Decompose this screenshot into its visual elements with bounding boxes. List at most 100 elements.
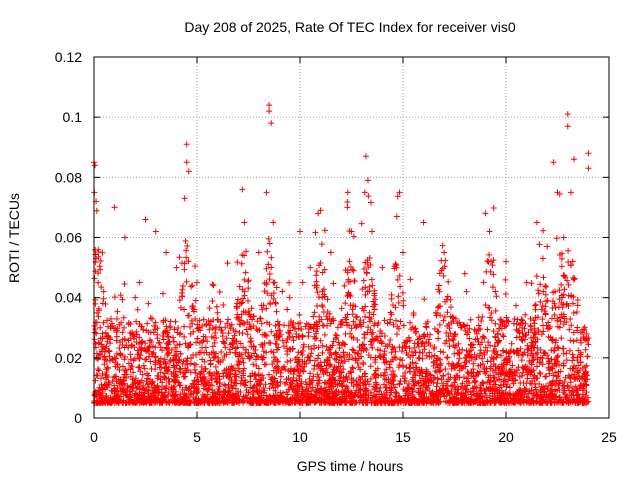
roti-point [308, 350, 315, 357]
roti-point [214, 316, 221, 323]
roti-point [536, 241, 543, 248]
roti-point [357, 392, 364, 399]
roti-point [463, 375, 470, 382]
roti-point [351, 393, 358, 400]
roti-point [456, 374, 463, 381]
roti-point [353, 324, 360, 331]
roti-point [513, 326, 520, 333]
roti-point [289, 380, 296, 387]
roti-point [511, 316, 518, 323]
roti-point [93, 350, 100, 357]
roti-point [451, 395, 458, 402]
roti-point [567, 316, 574, 323]
roti-point [537, 347, 544, 354]
roti-point [350, 335, 357, 342]
roti-point [553, 362, 560, 369]
roti-point [183, 278, 190, 285]
roti-point [373, 381, 380, 388]
roti-point [295, 333, 302, 340]
roti-point [583, 381, 590, 388]
roti-point [260, 354, 267, 361]
roti-point [157, 361, 164, 368]
roti-point [246, 311, 253, 318]
roti-point [390, 371, 397, 378]
roti-point [196, 317, 203, 324]
roti-point [192, 370, 199, 377]
roti-point [489, 262, 496, 269]
roti-point [552, 369, 559, 376]
roti-point [442, 340, 449, 347]
roti-point [216, 324, 223, 331]
roti-point [114, 398, 121, 405]
roti-point [283, 339, 290, 346]
roti-point [388, 291, 395, 298]
roti-point [112, 387, 119, 394]
roti-point [108, 387, 115, 394]
roti-point [383, 366, 390, 373]
roti-point [367, 199, 374, 206]
roti-point [143, 378, 150, 385]
roti-point [397, 378, 404, 385]
roti-point [161, 374, 168, 381]
roti-point [298, 378, 305, 385]
roti-point [488, 317, 495, 324]
roti-point [513, 369, 520, 376]
roti-point [499, 347, 506, 354]
roti-point [318, 389, 325, 396]
roti-point [187, 323, 194, 330]
roti-point [510, 371, 517, 378]
roti-point [193, 339, 200, 346]
roti-point [334, 382, 341, 389]
roti-point [438, 376, 445, 383]
roti-point [545, 319, 552, 326]
roti-point [370, 337, 377, 344]
roti-point [540, 288, 547, 295]
roti-point [421, 343, 428, 350]
roti-point [239, 397, 246, 404]
roti-point [487, 372, 494, 379]
roti-point [400, 297, 407, 304]
roti-point [209, 343, 216, 350]
roti-point [574, 357, 581, 364]
roti-point [241, 292, 248, 299]
roti-point [524, 352, 531, 359]
roti-peak-point [152, 228, 159, 235]
roti-point [352, 356, 359, 363]
roti-point [152, 353, 159, 360]
roti-point [315, 374, 322, 381]
roti-point [366, 283, 373, 290]
roti-point [187, 369, 194, 376]
roti-point [300, 344, 307, 351]
roti-point [222, 324, 229, 331]
roti-point [303, 381, 310, 388]
roti-point [353, 378, 360, 385]
roti-point [298, 326, 305, 333]
roti-point [477, 347, 484, 354]
roti-point [549, 378, 556, 385]
roti-point [356, 398, 363, 405]
roti-point [236, 300, 243, 307]
chart-title: Day 208 of 2025, Rate Of TEC Index for r… [184, 19, 515, 35]
roti-point [492, 288, 499, 295]
roti-point [335, 339, 342, 346]
x-tick-label: 0 [90, 429, 98, 445]
roti-point [96, 263, 103, 270]
roti-peak-point [266, 102, 273, 109]
roti-point [349, 266, 356, 273]
roti-point [108, 315, 115, 322]
roti-point [188, 283, 195, 290]
roti-point [438, 267, 445, 274]
roti-point [230, 340, 237, 347]
roti-point [555, 372, 562, 379]
roti-point [257, 315, 264, 322]
roti-point [525, 399, 532, 406]
roti-point [558, 263, 565, 270]
roti-point [305, 333, 312, 340]
roti-point [560, 345, 567, 352]
roti-point [184, 312, 191, 319]
roti-point [563, 350, 570, 357]
roti-point [495, 365, 502, 372]
roti-point [490, 355, 497, 362]
roti-point [235, 358, 242, 365]
roti-point [263, 332, 270, 339]
